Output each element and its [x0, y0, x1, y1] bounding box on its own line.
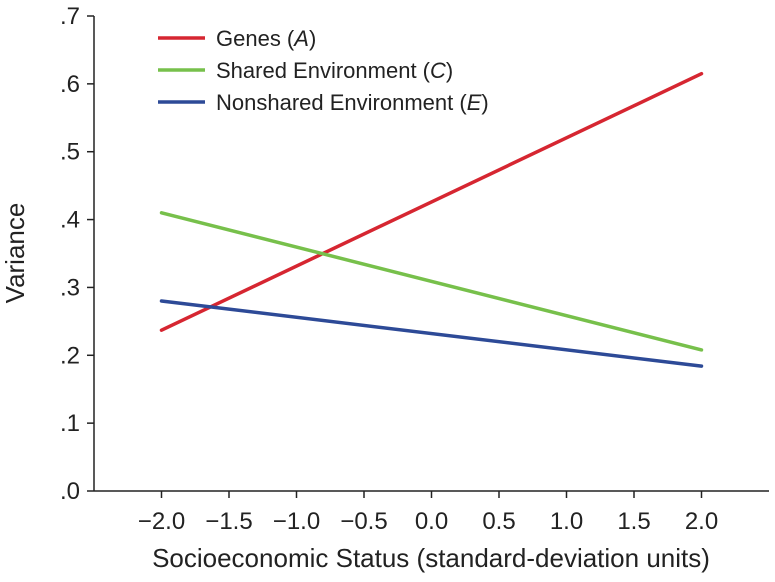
legend-label: Genes (A): [216, 26, 316, 51]
y-tick-label: .4: [60, 207, 80, 234]
legend-label: Shared Environment (C): [216, 58, 453, 83]
y-tick-label: .7: [60, 3, 80, 30]
series-line-0: [159, 71, 704, 332]
x-tick-label: 1.0: [550, 508, 583, 535]
x-tick-label: −2.0: [138, 508, 185, 535]
y-ticks: .0 .1 .2 .3 .4 .5 .6 .7: [60, 3, 94, 505]
y-tick-label: .3: [60, 274, 80, 301]
x-tick-label: −1.0: [273, 508, 320, 535]
y-tick-label: .6: [60, 71, 80, 98]
y-tick-label: .2: [60, 342, 80, 369]
y-tick-label: .5: [60, 139, 80, 166]
legend: Genes (A) Shared Environment (C) Nonshared…: [158, 26, 489, 115]
x-tick-label: −0.5: [340, 508, 387, 535]
y-tick-label: .0: [60, 478, 80, 505]
x-ticks: −2.0 −1.5 −1.0 −0.5 0.0 0.5 1.0 1.5 2.0: [138, 491, 718, 535]
y-axis-title: Variance: [0, 203, 30, 304]
y-tick-label: .1: [60, 410, 80, 437]
x-tick-label: −1.5: [205, 508, 252, 535]
x-tick-label: 0.0: [415, 508, 448, 535]
series-line-1: [159, 211, 704, 352]
x-tick-label: 2.0: [685, 508, 718, 535]
series-line-2: [159, 299, 704, 368]
axes: [93, 16, 769, 492]
x-tick-label: 0.5: [482, 508, 515, 535]
series-lines: [159, 71, 704, 368]
x-tick-label: 1.5: [617, 508, 650, 535]
x-axis-title: Socioeconomic Status (standard-deviation…: [152, 543, 710, 573]
legend-label: Nonshared Environment (E): [216, 90, 489, 115]
